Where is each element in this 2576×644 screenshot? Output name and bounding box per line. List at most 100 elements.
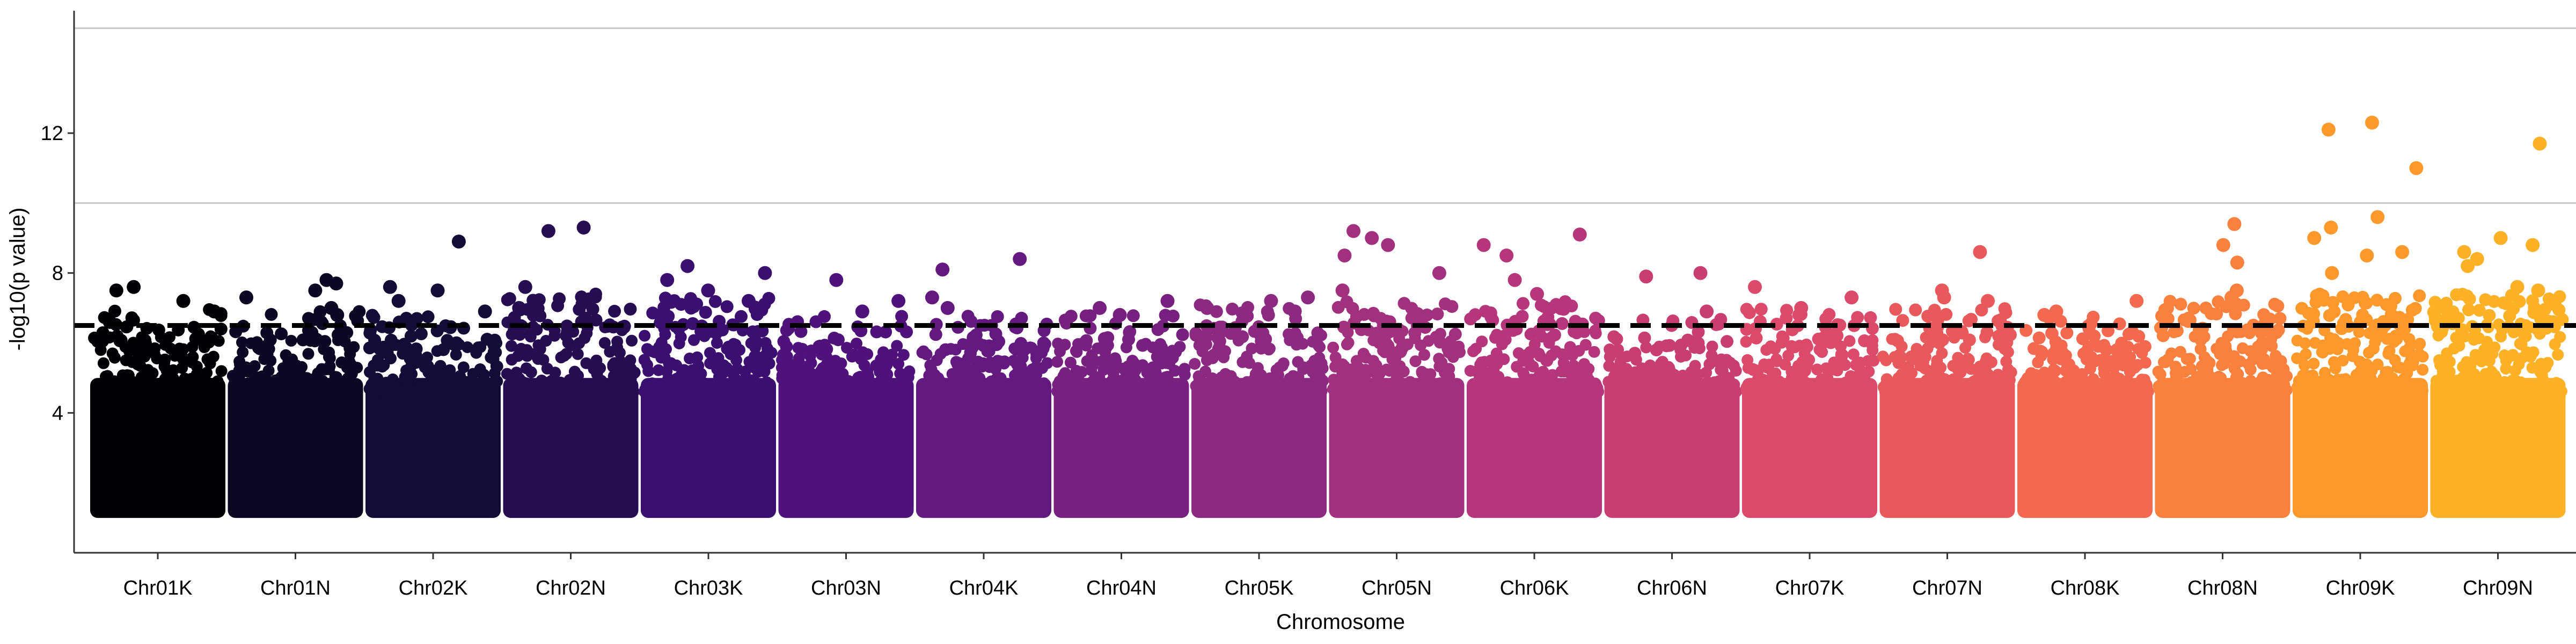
point (415, 384, 427, 397)
top-point (1507, 273, 1522, 287)
point (197, 382, 209, 394)
point (2383, 345, 2396, 357)
point (1036, 362, 1048, 374)
point (1418, 349, 1430, 361)
point (318, 335, 332, 348)
point (1431, 308, 1444, 321)
point (515, 342, 528, 355)
point (440, 372, 452, 384)
series-base-Chr08N (2155, 378, 2290, 518)
point (1123, 326, 1136, 339)
point (1440, 365, 1453, 378)
point (1955, 366, 1967, 378)
point (1659, 377, 1672, 390)
point (2430, 375, 2442, 387)
point (691, 363, 704, 375)
point (568, 365, 581, 378)
top-point (701, 283, 715, 298)
point (1590, 327, 1602, 340)
top-point (1093, 301, 1107, 315)
point (586, 303, 599, 316)
point (1483, 369, 1495, 382)
point (1946, 325, 1959, 338)
point (1211, 331, 1225, 345)
point (295, 373, 307, 385)
point (881, 358, 893, 371)
point (231, 374, 243, 386)
point (386, 373, 399, 385)
point (1421, 308, 1434, 321)
x-tick-label: Chr07K (1775, 577, 1845, 599)
point (2154, 384, 2166, 396)
point (659, 328, 671, 341)
point (572, 348, 584, 360)
point (1136, 339, 1150, 352)
point (1015, 379, 1027, 391)
point (1749, 364, 1761, 376)
point (2448, 342, 2460, 355)
point (323, 351, 335, 363)
point (1331, 301, 1345, 314)
top-point (2461, 259, 2475, 273)
point (503, 384, 515, 397)
point (405, 318, 418, 332)
top-point (2216, 238, 2230, 252)
point (954, 357, 966, 369)
point (536, 375, 548, 386)
point (1524, 348, 1536, 361)
point (2087, 373, 2099, 385)
point (2050, 376, 2062, 389)
point (1019, 367, 1031, 379)
point (1484, 306, 1497, 319)
point (604, 346, 616, 358)
point (334, 326, 348, 339)
point (1603, 360, 1615, 372)
series-Chr08N (2152, 217, 2293, 518)
top-point (2493, 231, 2508, 245)
point (2214, 345, 2227, 357)
point (1763, 358, 1775, 371)
point (2455, 325, 2467, 337)
point (594, 381, 606, 393)
top-point (2325, 266, 2339, 280)
point (397, 348, 409, 360)
point (2257, 371, 2269, 384)
point (540, 335, 552, 347)
point (1716, 365, 1729, 377)
top-point (2531, 283, 2545, 298)
point (739, 365, 751, 378)
point (1114, 376, 1126, 389)
point (667, 375, 679, 387)
point (1557, 357, 1570, 369)
point (828, 332, 841, 345)
point (2542, 292, 2556, 305)
point (409, 342, 423, 356)
x-tick-label: Chr01K (123, 577, 193, 599)
point (2414, 338, 2426, 350)
point (286, 385, 298, 397)
x-tick-label: Chr06N (1637, 577, 1707, 599)
point (2487, 295, 2501, 308)
point (1059, 367, 1071, 379)
top-point (2510, 280, 2524, 294)
point (2308, 357, 2320, 370)
point (1640, 341, 1652, 354)
point (1828, 356, 1841, 369)
point (2495, 384, 2507, 396)
point (1535, 378, 1547, 391)
point (708, 295, 722, 308)
point (414, 327, 428, 340)
top-point (576, 221, 591, 235)
point (1327, 383, 1339, 395)
point (207, 350, 219, 363)
point (2549, 338, 2561, 350)
point (861, 348, 874, 360)
point (147, 367, 159, 379)
point (1709, 386, 1721, 398)
top-point (1530, 287, 1544, 301)
point (745, 337, 757, 349)
point (2133, 383, 2146, 396)
point (626, 334, 638, 347)
point (849, 375, 861, 387)
point (1785, 340, 1798, 352)
